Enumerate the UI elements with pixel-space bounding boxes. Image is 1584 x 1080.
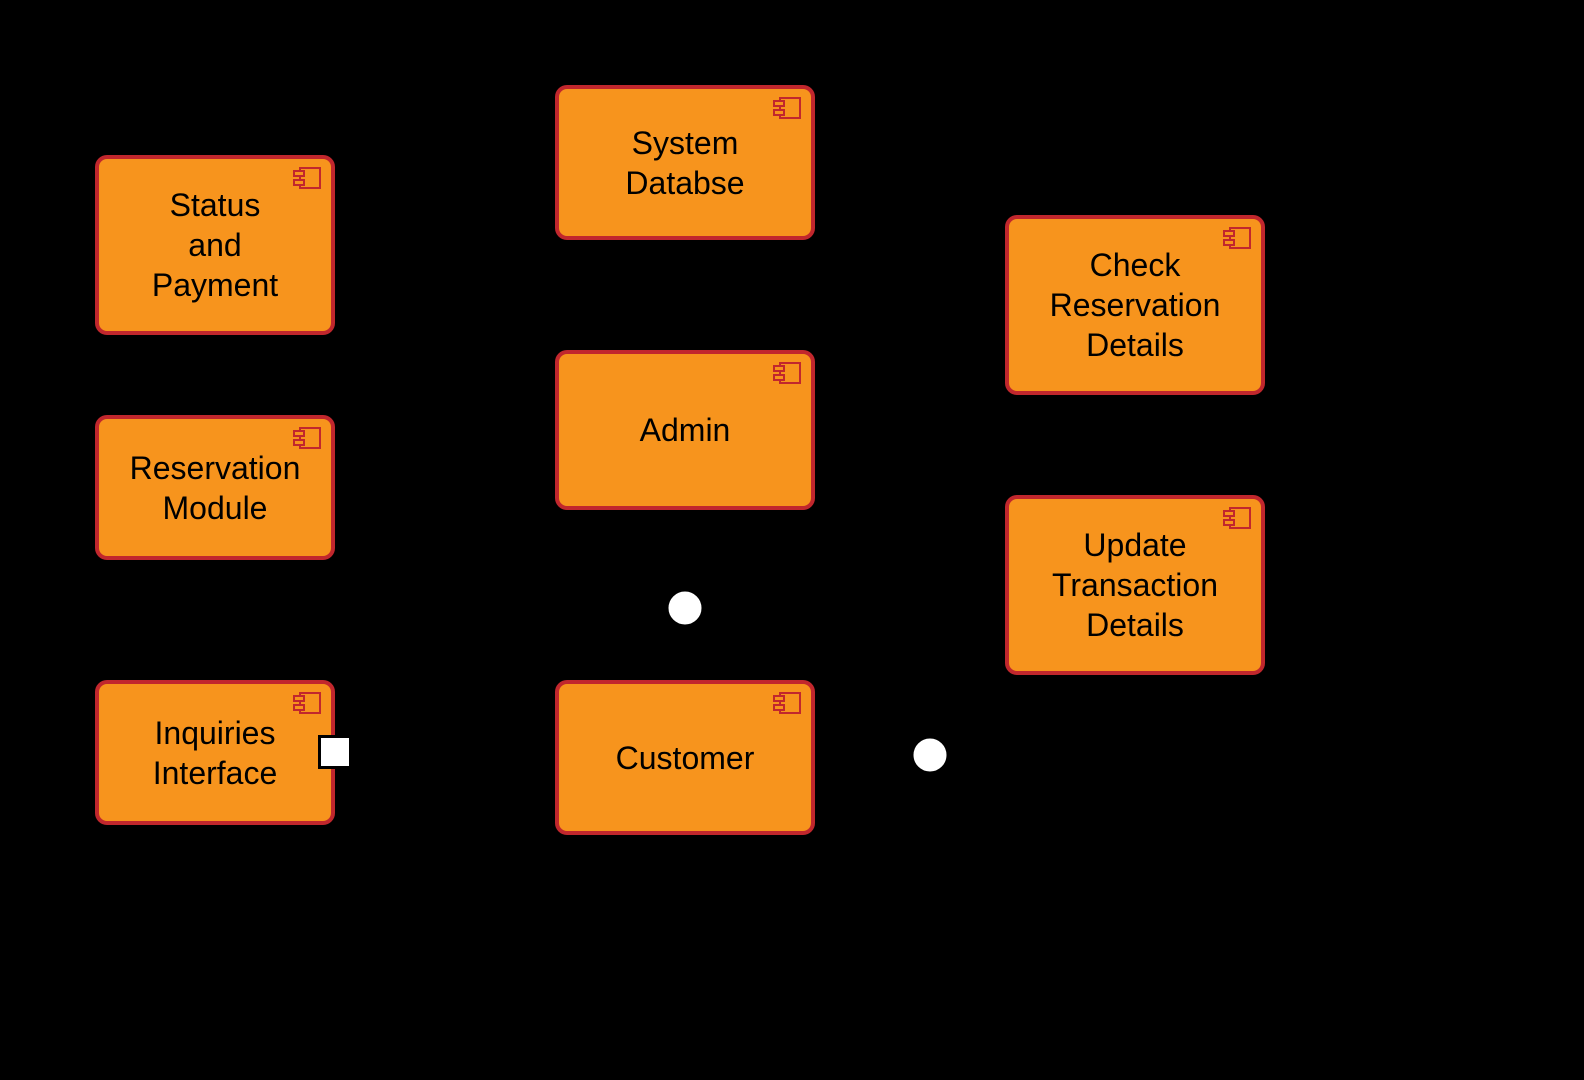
- node-label: StatusandPayment: [152, 185, 278, 305]
- node-label: InquiriesInterface: [153, 713, 278, 793]
- component-icon: [1223, 227, 1251, 249]
- component-icon: [1223, 507, 1251, 529]
- node-label: CheckReservationDetails: [1050, 245, 1221, 365]
- edge-riser-to-update: [930, 585, 1005, 737]
- node-check-reservation: CheckReservationDetails: [1005, 215, 1265, 395]
- component-icon: [773, 692, 801, 714]
- node-label: SystemDatabse: [625, 123, 744, 203]
- node-customer: Customer: [555, 680, 815, 835]
- node-inquiries-interface: InquiriesInterface: [95, 680, 335, 825]
- component-diagram: StatusandPayment ReservationModule Inqui…: [0, 0, 1584, 1080]
- node-update-transaction: UpdateTransactionDetails: [1005, 495, 1265, 675]
- inquiries-port: [318, 735, 352, 769]
- component-icon: [773, 97, 801, 119]
- customer-interface-ball: [912, 737, 948, 773]
- node-label: Customer: [616, 738, 755, 778]
- node-system-database: SystemDatabse: [555, 85, 815, 240]
- node-reservation-module: ReservationModule: [95, 415, 335, 560]
- node-label: UpdateTransactionDetails: [1052, 525, 1218, 645]
- component-icon: [773, 362, 801, 384]
- edge-db-to-status: [335, 165, 555, 200]
- node-admin: Admin: [555, 350, 815, 510]
- node-label: ReservationModule: [130, 448, 301, 528]
- admin-interface-ball: [667, 590, 703, 626]
- component-icon: [293, 167, 321, 189]
- component-icon: [293, 692, 321, 714]
- edge-db-to-reservation: [335, 210, 555, 460]
- component-icon: [293, 427, 321, 449]
- node-status-payment: StatusandPayment: [95, 155, 335, 335]
- edge-riser-to-check: [930, 305, 1005, 585]
- node-label: Admin: [640, 410, 731, 450]
